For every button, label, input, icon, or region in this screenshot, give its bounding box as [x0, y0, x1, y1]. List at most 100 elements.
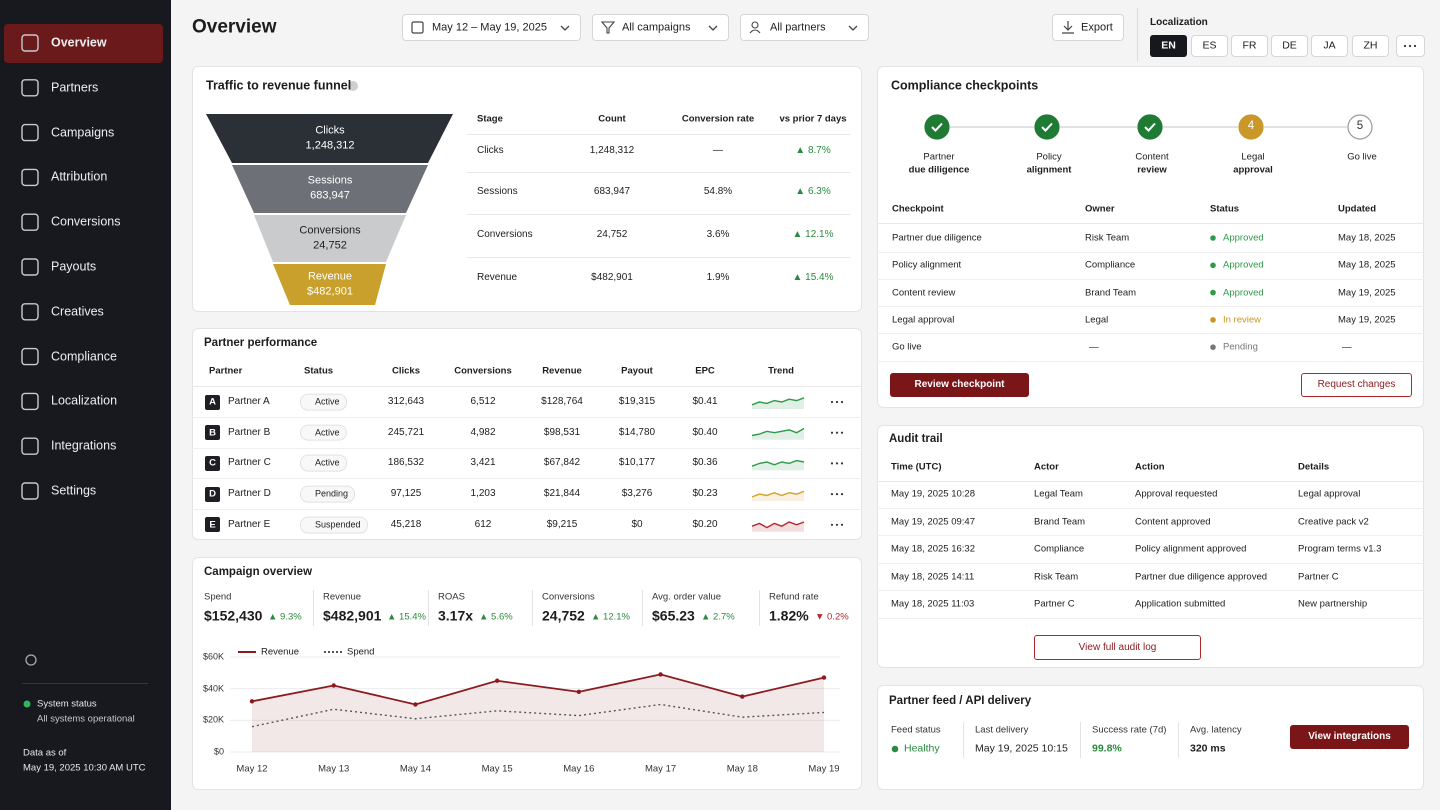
- feed-value: 320 ms: [1190, 742, 1226, 755]
- nav-item[interactable]: Creatives: [51, 304, 104, 319]
- nav-item[interactable]: Partners: [51, 80, 99, 95]
- language-text[interactable]: EN: [1161, 39, 1176, 52]
- card-title: Traffic to revenue funnel: [206, 78, 352, 93]
- table-cell: Sessions: [477, 186, 518, 197]
- partner-initial: D: [209, 488, 216, 500]
- card-title: Campaign overview: [204, 566, 313, 579]
- nav-item[interactable]: Conversions: [51, 214, 121, 229]
- secondary-button-text[interactable]: Request changes: [1317, 379, 1396, 390]
- step-label: Legal: [1241, 151, 1265, 163]
- language-button[interactable]: [1271, 35, 1308, 57]
- kpi-label: ROAS: [438, 591, 465, 603]
- feed-value: May 19, 2025 10:15: [975, 742, 1068, 755]
- table-cell: 1.9%: [706, 272, 730, 283]
- language-button[interactable]: [1311, 35, 1348, 57]
- nav-item[interactable]: Overview: [51, 35, 107, 50]
- language-text[interactable]: DE: [1282, 39, 1297, 52]
- nav-item[interactable]: Payouts: [51, 259, 97, 274]
- table-cell: $10,177: [618, 457, 656, 469]
- kpi-value: 24,752: [542, 607, 585, 624]
- card-title: Audit trail: [889, 433, 943, 446]
- table-cell: 612: [474, 518, 492, 530]
- language-button[interactable]: [1231, 35, 1268, 57]
- primary-button[interactable]: [890, 373, 1029, 397]
- x-tick-label: May 13: [318, 763, 350, 775]
- audit-button[interactable]: [1034, 635, 1201, 660]
- card: [192, 557, 862, 790]
- table-cell: $0.40: [692, 426, 718, 438]
- table-cell: Legal approval: [892, 314, 955, 326]
- table-cell: 3,421: [470, 457, 496, 469]
- partner-avatar: [205, 394, 220, 410]
- kpi-value: 3.17x: [438, 607, 474, 624]
- row-divider: [877, 481, 1424, 482]
- row-divider: [877, 590, 1424, 591]
- status-pill: Active: [300, 393, 347, 411]
- secondary-button[interactable]: [1301, 373, 1412, 397]
- language-text[interactable]: FR: [1242, 39, 1257, 52]
- data-as-of: Data as of: [23, 747, 67, 759]
- kpi-divider: [642, 590, 643, 626]
- date-filter[interactable]: [402, 14, 581, 41]
- table-header: Trend: [768, 365, 794, 377]
- table-header: EPC: [695, 365, 715, 377]
- table-header: Owner: [1085, 203, 1115, 215]
- language-button[interactable]: [1352, 35, 1389, 57]
- card-title: Compliance checkpoints: [891, 78, 1039, 93]
- language-text[interactable]: JA: [1323, 39, 1336, 52]
- table-cell: $0: [631, 518, 643, 530]
- table-cell: Content review: [892, 286, 956, 298]
- nav-item[interactable]: Localization: [51, 393, 118, 408]
- table-cell: $0.36: [692, 457, 718, 469]
- data-time: May 19, 2025 10:30 AM UTC: [23, 762, 146, 774]
- partner-name: Partner B: [228, 426, 271, 438]
- nav-item[interactable]: Settings: [51, 483, 97, 498]
- kpi-divider: [759, 590, 760, 626]
- integrations-button[interactable]: [1290, 725, 1409, 749]
- table-cell: —: [1089, 341, 1099, 353]
- audit-button-text[interactable]: View full audit log: [1078, 641, 1157, 653]
- row-divider: [467, 214, 850, 215]
- more-button[interactable]: [1396, 35, 1425, 57]
- row-divider: [877, 507, 1424, 509]
- primary-button-text[interactable]: Review checkpoint: [914, 379, 1005, 390]
- table-header: Time (UTC): [891, 461, 942, 473]
- row-divider: [877, 278, 1424, 280]
- integrations-button-text[interactable]: View integrations: [1308, 731, 1391, 742]
- kpi-value: $65.23: [652, 607, 695, 624]
- nav-item[interactable]: Attribution: [51, 169, 108, 184]
- table-header: Status: [1210, 203, 1240, 215]
- nav-item[interactable]: Integrations: [51, 438, 117, 453]
- feed-value: 99.8%: [1092, 742, 1122, 755]
- status-pill: Active: [300, 424, 347, 442]
- table-header: Clicks: [392, 365, 420, 377]
- language-text[interactable]: ZH: [1363, 39, 1378, 52]
- nav-item[interactable]: Compliance: [51, 349, 118, 364]
- step-label: Partner: [923, 151, 955, 163]
- status-title: System status: [37, 698, 97, 710]
- table-cell: 24,752: [596, 229, 628, 240]
- step-label: Content: [1135, 151, 1169, 163]
- table-cell: Go live: [892, 341, 922, 353]
- partner-filter[interactable]: [740, 14, 869, 41]
- table-cell: May 18, 2025 11:03: [891, 598, 975, 610]
- language-button[interactable]: [1191, 35, 1228, 57]
- table-cell: Partner due diligence approved: [1135, 570, 1268, 582]
- language-button[interactable]: [1150, 35, 1187, 57]
- y-tick-label: $60K: [202, 651, 224, 662]
- table-cell: 6,512: [470, 396, 496, 407]
- row-divider: [22, 683, 148, 684]
- table-header: Payout: [621, 365, 653, 377]
- step-label: Policy: [1036, 151, 1062, 163]
- kpi-divider: [532, 590, 533, 626]
- language-text[interactable]: ES: [1202, 39, 1217, 52]
- table-cell: New partnership: [1298, 598, 1368, 610]
- card: [192, 66, 862, 312]
- x-tick-label: May 17: [644, 763, 677, 775]
- nav-item[interactable]: Campaigns: [51, 125, 115, 140]
- row-divider: [192, 478, 862, 480]
- table-cell: Content approved: [1135, 515, 1211, 527]
- card-title: Partner feed / API delivery: [889, 695, 1032, 708]
- table-cell: 3.6%: [706, 229, 730, 240]
- localization-label: Localization: [1150, 17, 1208, 28]
